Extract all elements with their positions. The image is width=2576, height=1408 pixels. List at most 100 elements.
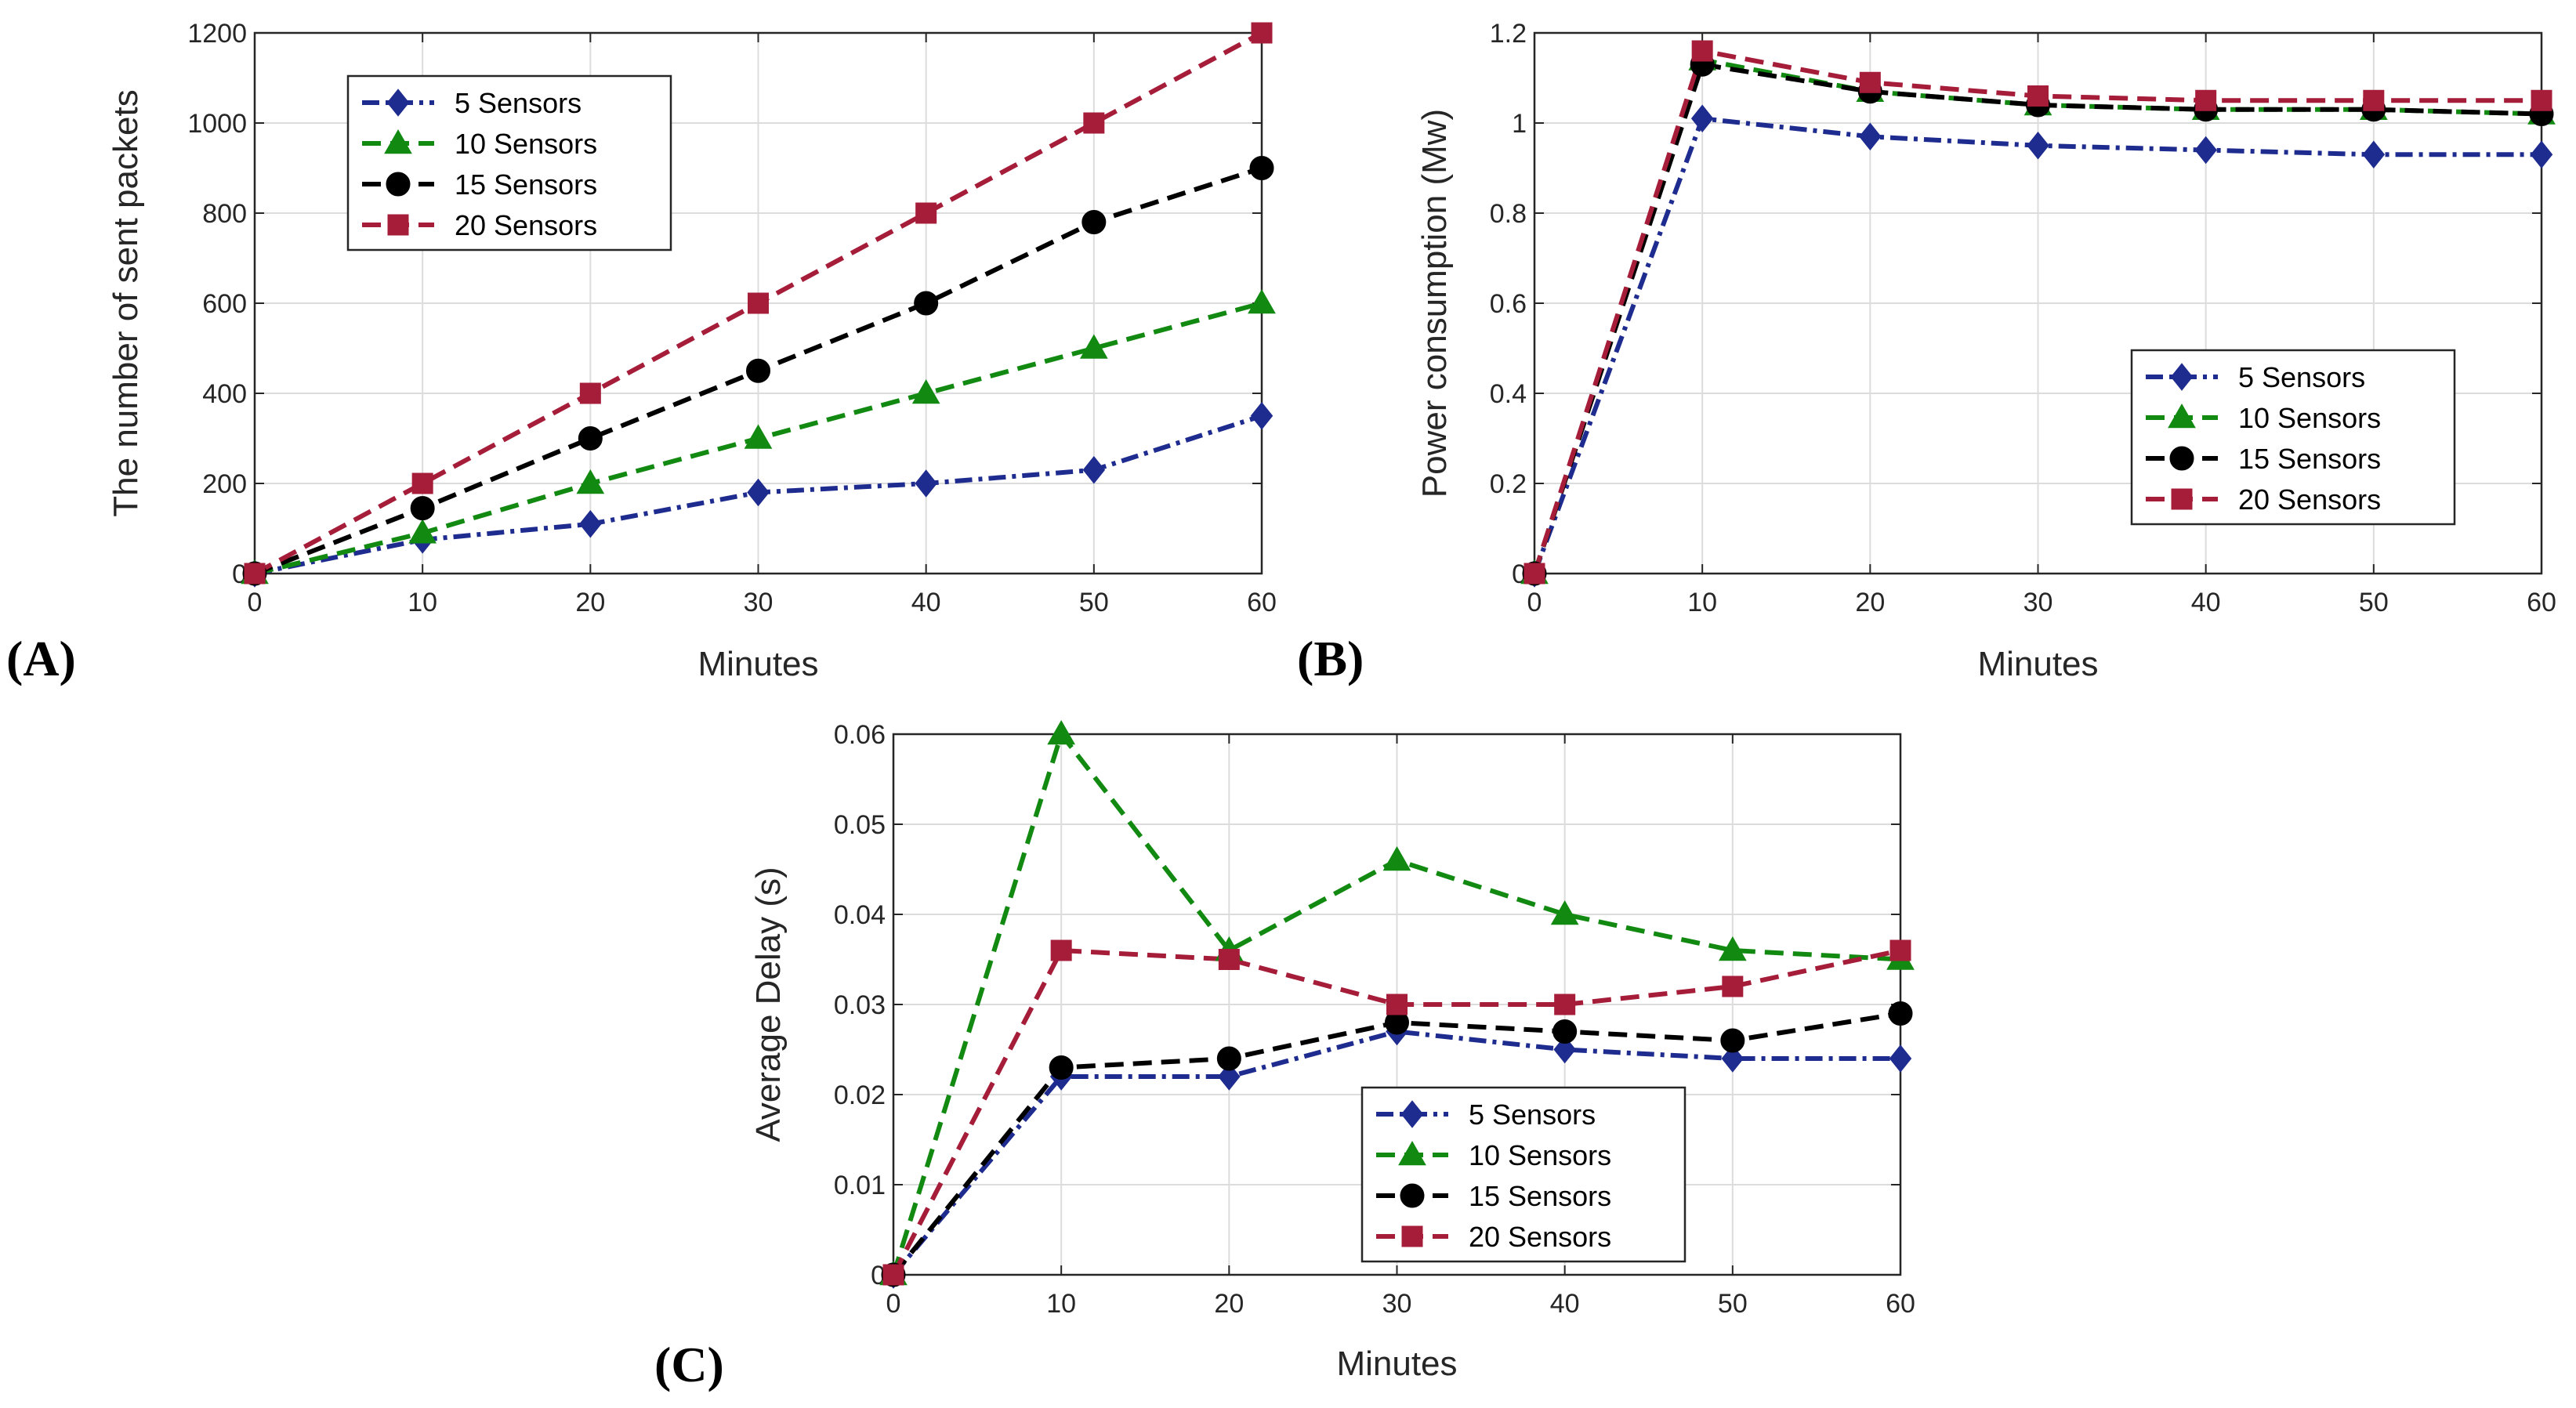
y-axis-label: Power consumption (Mw) [1415,109,1454,498]
data-point-3-2 [579,382,601,404]
x-tick-label: 10 [1687,588,1717,617]
data-point-2-4 [1552,1019,1578,1044]
legend-marker-2 [1400,1183,1425,1208]
data-point-2-5 [1720,1028,1745,1053]
panel-label: (A) [6,631,76,686]
y-tick-label: 0.4 [1490,379,1527,409]
legend-label-3: 20 Sensors [1469,1221,1611,1253]
data-point-1-3 [744,424,773,449]
y-tick-label: 1 [1512,109,1527,139]
y-tick-label: 0.03 [834,990,886,1020]
data-point-1-1 [408,519,437,544]
data-point-0-3 [747,478,770,507]
legend-marker-3 [2171,488,2193,510]
data-point-0-2 [1218,1062,1241,1091]
legend-marker-0 [1400,1100,1424,1128]
data-point-3-4 [2195,89,2217,111]
x-tick-label: 60 [1886,1289,1915,1319]
x-tick-label: 40 [1550,1289,1580,1319]
data-point-1-6 [1248,288,1276,314]
x-tick-label: 20 [1214,1289,1244,1319]
data-point-0-2 [579,509,602,538]
data-point-3-6 [1889,939,1911,961]
x-tick-label: 40 [2191,588,2221,617]
data-point-0-5 [2362,140,2386,169]
x-tick-label: 50 [1079,588,1109,617]
x-tick-label: 30 [2023,588,2053,617]
y-tick-label: 0.8 [1490,199,1527,229]
data-point-3-3 [748,292,769,314]
data-point-3-0 [882,1264,904,1286]
x-tick-label: 40 [911,588,941,617]
legend-label-0: 5 Sensors [1469,1099,1596,1131]
legend-marker-3 [387,214,409,236]
x-tick-label: 0 [1527,588,1542,617]
x-tick-label: 30 [1382,1289,1412,1319]
data-point-0-5 [1721,1044,1745,1073]
x-tick-label: 20 [1855,588,1885,617]
y-tick-label: 0.6 [1490,289,1527,319]
y-axis-label: The number of sent packets [107,89,145,516]
data-point-0-6 [1889,1044,1912,1073]
data-point-0-2 [1859,122,1882,151]
data-point-1-5 [1079,334,1108,359]
data-point-1-4 [911,378,940,404]
data-point-3-5 [1722,975,1744,997]
data-point-0-4 [1553,1035,1576,1064]
data-point-3-0 [1523,563,1545,585]
data-point-3-2 [1218,949,1240,970]
data-point-1-3 [1382,845,1411,871]
legend-marker-3 [1401,1225,1423,1247]
y-tick-label: 0.01 [834,1171,886,1200]
legend-label-1: 10 Sensors [1469,1139,1611,1171]
data-point-2-1 [410,496,435,521]
legend-label-2: 15 Sensors [2238,443,2381,475]
data-point-3-1 [1050,939,1072,961]
y-tick-label: 1000 [187,109,247,139]
legend: 5 Sensors 10 Sensors 15 Sensors 20 Sensors [346,74,672,252]
x-tick-label: 20 [575,588,605,617]
x-tick-label: 50 [2359,588,2389,617]
data-point-3-4 [1554,994,1576,1015]
y-tick-label: 1200 [187,19,247,49]
data-point-2-2 [578,426,603,451]
legend: 5 Sensors 10 Sensors 15 Sensors 20 Sensors [1360,1086,1687,1263]
x-tick-label: 60 [2527,588,2556,617]
data-point-1-4 [1550,899,1579,925]
legend-marker-0 [2170,363,2194,391]
x-tick-label: 10 [1046,1289,1076,1319]
data-point-1-5 [1718,936,1747,961]
legend-label-3: 20 Sensors [2238,483,2381,516]
data-point-3-4 [915,202,937,224]
data-point-3-3 [2027,85,2049,107]
y-tick-label: 0.05 [834,810,886,840]
data-point-0-6 [2530,140,2553,169]
data-point-2-1 [1049,1055,1074,1080]
x-tick-label: 0 [248,588,263,617]
legend-label-1: 10 Sensors [455,128,597,160]
data-point-3-2 [1859,71,1881,93]
y-tick-label: 800 [202,199,247,229]
y-tick-label: 200 [202,469,247,499]
data-point-3-6 [2531,89,2552,111]
y-tick-label: 400 [202,379,247,409]
data-point-2-2 [1216,1046,1241,1071]
chart-B: 0 10 20 30 40 50 6000.20.40.60.811.2MinutesPow… [1297,19,2556,686]
x-tick-label: 50 [1718,1289,1748,1319]
legend-marker-2 [386,172,411,197]
legend-marker-0 [386,89,410,117]
y-tick-label: 1.2 [1490,19,1527,49]
data-point-2-3 [746,358,770,383]
y-axis-label: Average Delay (s) [749,867,788,1142]
panel-label: (C) [654,1337,724,1392]
chart-C: 0 10 20 30 40 50 6000.010.020.030.040.050.06Mi… [654,719,1915,1392]
data-point-2-5 [1081,210,1107,234]
legend-label-0: 5 Sensors [455,87,582,119]
data-point-3-3 [1386,994,1408,1015]
chart-A: 0 10 20 30 40 50 60020040060080010001200Minute… [6,19,1277,686]
legend-marker-2 [2169,446,2194,471]
x-tick-label: 10 [408,588,437,617]
data-point-0-1 [1690,104,1714,133]
data-point-2-4 [914,291,939,316]
data-point-0-4 [915,469,937,498]
